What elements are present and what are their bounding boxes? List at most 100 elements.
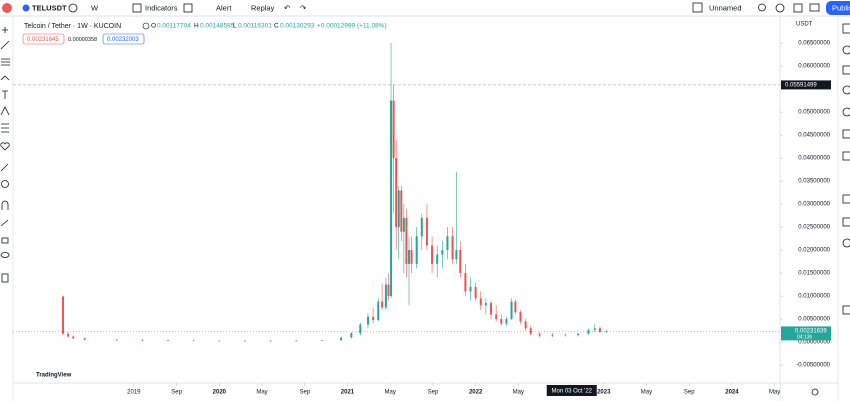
search-button[interactable] <box>758 3 766 12</box>
notifications-button[interactable] <box>842 217 850 227</box>
delete-tool[interactable] <box>1 273 9 283</box>
prediction-tool[interactable] <box>0 106 10 116</box>
dom-button[interactable] <box>842 305 850 315</box>
candle-body <box>495 314 498 320</box>
legend-title: Telcoin / Tether · 1W · KUCOIN <box>24 23 121 30</box>
ask-price: 0.00232003 <box>107 37 139 43</box>
layout-name[interactable]: Unnamed <box>709 3 742 12</box>
legend-open: 0.00117704 <box>157 23 191 30</box>
candle-body <box>384 284 387 308</box>
candle-body <box>474 286 477 299</box>
x-tick-label: Sep <box>684 390 695 396</box>
crosshair-date-box <box>546 385 597 396</box>
candle-body <box>350 333 353 338</box>
indicators-icon <box>132 3 142 13</box>
spread: 0.00000358 <box>68 37 97 43</box>
y-tick-label: -0.00500000 <box>796 363 830 369</box>
ideas-button[interactable] <box>842 129 850 139</box>
x-tick-label: Sep <box>299 390 310 396</box>
pattern-tool[interactable] <box>0 75 10 81</box>
templates-button[interactable] <box>183 3 193 13</box>
replay-button[interactable]: Replay <box>251 3 275 12</box>
candle-body <box>529 328 532 334</box>
candle-body <box>192 340 195 342</box>
crosshair-date-label: Mon 03 Oct '22 <box>552 389 593 395</box>
help-button[interactable] <box>842 238 850 248</box>
candle-body <box>500 319 503 324</box>
candle-body <box>400 190 403 232</box>
streams-button[interactable] <box>842 151 850 161</box>
candle-body <box>605 331 608 333</box>
alerts-button[interactable] <box>842 45 850 55</box>
alert-button[interactable]: Alert <box>216 3 232 12</box>
legend-status <box>142 22 150 30</box>
x-tick-label: May <box>513 390 524 396</box>
legend-high: 0.00148585 <box>200 23 235 30</box>
trendline-tool[interactable] <box>0 40 10 50</box>
candle-body <box>390 100 393 297</box>
magnet-tool[interactable] <box>1 200 9 210</box>
top-toolbar: TELUSDT W Indicators Alert Replay ↶ ↷ Un… <box>0 1 850 17</box>
icon-tool[interactable] <box>0 142 10 151</box>
hide-tool[interactable] <box>0 252 10 258</box>
chat-button[interactable] <box>842 194 850 204</box>
stay-drawing-tool[interactable] <box>0 219 9 227</box>
candle-body <box>598 328 601 332</box>
y-tick-label: 0.04500000 <box>798 133 830 139</box>
candle-body <box>510 301 513 320</box>
fib-tool[interactable] <box>1 58 10 66</box>
undo-button[interactable]: ↶ <box>284 3 291 12</box>
x-tick-label: May <box>384 390 395 396</box>
candle-body <box>451 236 454 260</box>
symbol[interactable]: TELUSDT <box>32 3 67 12</box>
candle-body <box>505 319 508 324</box>
y-tick-label: 0.03000000 <box>798 202 830 208</box>
candle-body <box>436 254 439 264</box>
countdown-label: 04:13h <box>797 335 813 341</box>
legend: Telcoin / Tether · 1W · KUCOIN O 0.00117… <box>22 22 387 45</box>
watchlist-button[interactable] <box>842 23 850 34</box>
avatar[interactable] <box>2 3 12 13</box>
screenshot-button[interactable] <box>809 3 820 12</box>
text-tool[interactable] <box>2 90 8 99</box>
ruler-tool[interactable] <box>0 163 9 172</box>
compare-button[interactable] <box>68 3 78 13</box>
candle-body <box>392 100 395 159</box>
interval[interactable]: W <box>91 3 99 12</box>
candle-body <box>459 250 462 274</box>
redo-button[interactable]: ↷ <box>300 3 307 12</box>
calendar-button[interactable] <box>842 107 850 117</box>
candle-body <box>61 296 64 334</box>
settings-button[interactable] <box>775 3 785 13</box>
candle-body <box>397 190 400 228</box>
candle-body <box>484 302 487 306</box>
legend-high-label: H <box>194 23 199 30</box>
x-tick-label: Sep <box>171 390 182 396</box>
data-window-button[interactable] <box>842 65 850 75</box>
indicators-button[interactable]: Indicators <box>145 3 178 12</box>
candle-body <box>446 236 449 251</box>
buy-box[interactable] <box>102 33 145 45</box>
x-tick-label: 2021 <box>341 390 355 396</box>
sell-box[interactable] <box>22 33 65 45</box>
candle-body <box>464 273 467 292</box>
lock-tool[interactable] <box>1 237 9 244</box>
fullscreen-button[interactable] <box>793 3 803 13</box>
candle-body <box>577 333 580 336</box>
zoom-tool[interactable] <box>1 180 9 188</box>
legend-close-label: C <box>274 23 279 30</box>
publish-label: Publish <box>832 3 850 12</box>
hotlist-button[interactable] <box>842 85 850 95</box>
y-tick-label: 0.06000000 <box>798 64 830 70</box>
currency[interactable]: USDT <box>796 22 813 28</box>
publish-button[interactable] <box>826 1 850 15</box>
axis-settings-button[interactable] <box>811 388 819 396</box>
candle-body <box>431 245 434 264</box>
candle-body <box>377 301 380 320</box>
layout-icon <box>692 2 703 13</box>
legend-close: 0.00130293 <box>280 23 315 30</box>
measure-tool[interactable] <box>1 123 9 133</box>
y-tick-label: 0.02000000 <box>798 248 830 254</box>
crosshair-tool[interactable] <box>2 27 8 33</box>
